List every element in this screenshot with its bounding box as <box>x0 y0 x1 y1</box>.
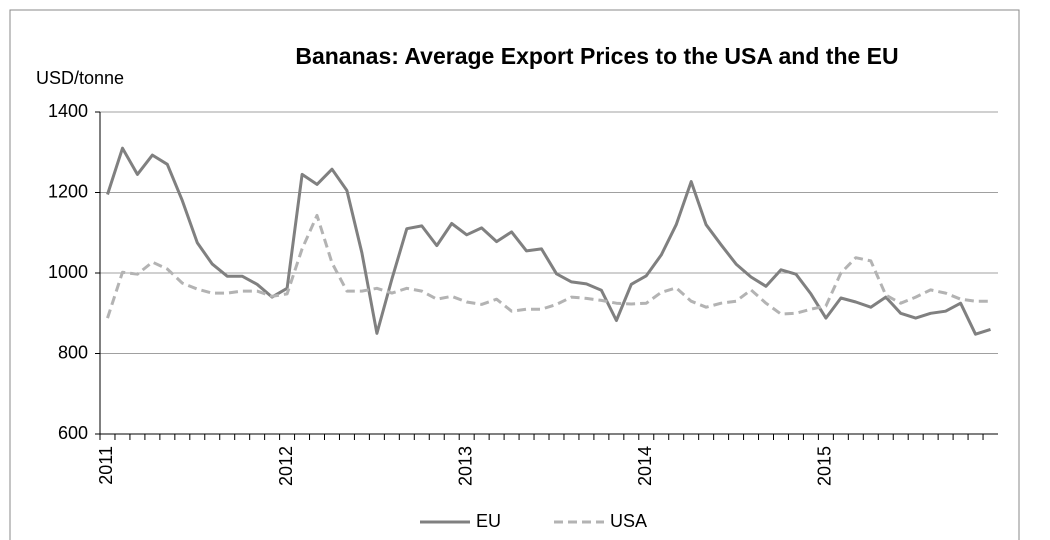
chart-title: Bananas: Average Export Prices to the US… <box>295 43 898 69</box>
y-tick-label: 1000 <box>48 262 88 282</box>
x-tick-label: 2014 <box>635 446 655 486</box>
x-tick-label: 2011 <box>96 446 116 485</box>
y-tick-label: 800 <box>58 342 88 362</box>
y-tick-label: 600 <box>58 423 88 443</box>
y-tick-label: 1200 <box>48 181 88 201</box>
y-tick-label: 1400 <box>48 101 88 121</box>
legend-label: USA <box>610 511 647 531</box>
line-series <box>106 213 991 319</box>
legend-label: EU <box>476 511 501 531</box>
x-tick-label: 2012 <box>276 446 296 486</box>
y-axis-label: USD/tonne <box>36 68 124 88</box>
x-tick-label: 2015 <box>815 446 835 486</box>
chart-frame <box>9 9 1020 540</box>
line-series <box>106 146 991 336</box>
x-tick-label: 2013 <box>455 446 475 486</box>
